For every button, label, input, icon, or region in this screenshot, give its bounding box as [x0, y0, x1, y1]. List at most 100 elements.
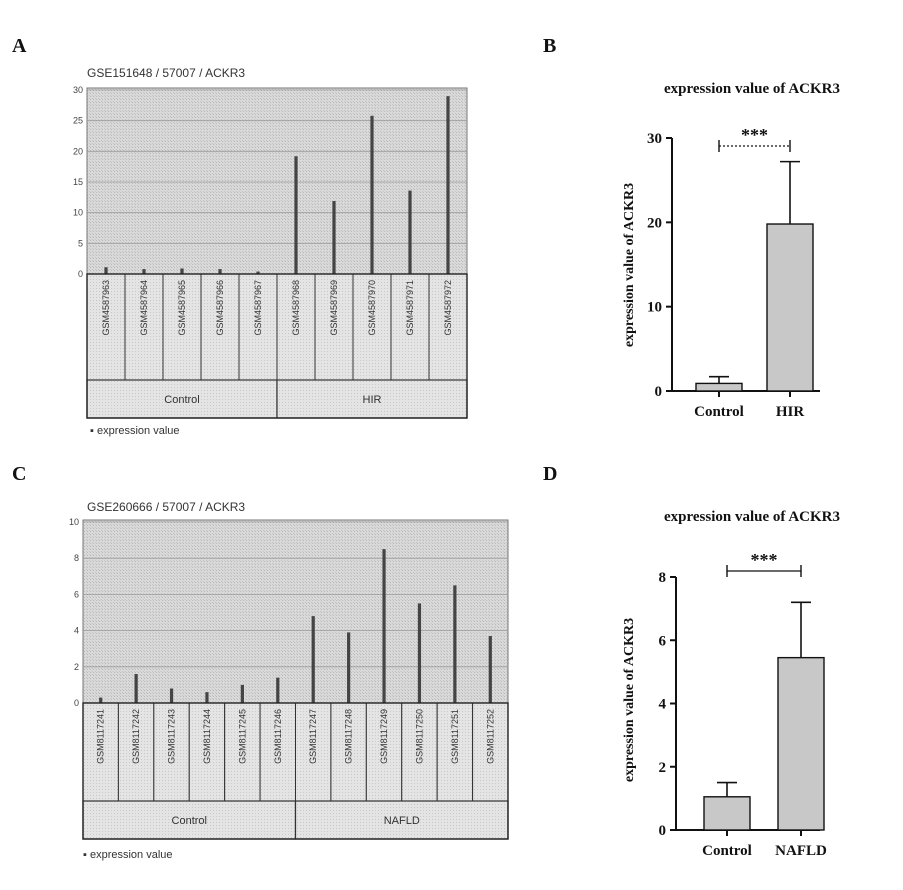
data-bar	[408, 190, 412, 274]
panel-d-bar-chart: expression value of ACKR3 expression val…	[622, 509, 840, 859]
sample-label: GSM8117243	[167, 709, 177, 764]
y-tick-label: 4	[659, 697, 667, 713]
sample-label: GSM8117248	[344, 709, 354, 764]
x-tick-label: NAFLD	[775, 843, 827, 859]
group-cell	[82, 800, 297, 840]
group-cell	[86, 379, 278, 419]
data-bar	[488, 636, 492, 703]
data-bar	[256, 271, 260, 274]
chart-title: expression value of ACKR3	[664, 81, 840, 97]
chart-title: GSE151648 / 57007 / ACKR3	[87, 66, 245, 80]
y-tick-label: 2	[659, 760, 667, 776]
sample-label: GSM4587972	[443, 280, 453, 336]
legend-marker: ▪	[90, 425, 97, 437]
sample-cell	[330, 702, 367, 802]
data-bar	[417, 603, 422, 703]
sample-label: GSM4587971	[405, 280, 415, 336]
data-bar	[453, 585, 457, 703]
data-bar	[240, 684, 244, 703]
y-tick-label: 30	[647, 131, 662, 147]
y-tick-label: 4	[74, 626, 79, 636]
y-tick-label: 8	[74, 553, 79, 563]
sample-cell	[86, 273, 126, 381]
sample-frame	[86, 273, 468, 419]
data-bar	[99, 697, 103, 703]
panel-b-bar-chart: expression value of ACKR3 expression val…	[622, 81, 840, 420]
legend-text: expression value	[97, 425, 180, 437]
panel-letter: D	[543, 463, 557, 485]
panel-letter: C	[12, 463, 26, 485]
legend-marker: ▪	[83, 849, 90, 861]
y-tick-label: 8	[659, 570, 667, 586]
data-bar	[382, 549, 386, 703]
sample-label: GSM8117241	[96, 709, 106, 764]
data-bar	[777, 656, 825, 831]
group-label: NAFLD	[384, 815, 420, 827]
sample-label: GSM4587964	[139, 280, 149, 336]
data-bar	[218, 269, 222, 274]
sample-label: GSM8117242	[131, 709, 141, 764]
group-cell	[276, 379, 468, 419]
significance-label: ***	[741, 125, 768, 145]
sample-cell	[276, 273, 316, 381]
group-label: Control	[164, 394, 199, 406]
y-tick-label: 10	[647, 300, 662, 316]
group-label: Control	[172, 815, 207, 827]
sample-cell	[428, 273, 468, 381]
y-tick-label: 30	[73, 85, 83, 95]
y-tick-label: 20	[73, 146, 83, 156]
y-tick-label: 15	[73, 177, 83, 187]
y-tick-label: 2	[74, 662, 79, 672]
y-tick-label: 20	[647, 215, 662, 231]
panel-letter: A	[12, 35, 27, 57]
sample-label: GSM4587968	[291, 280, 301, 336]
sample-cell	[117, 702, 155, 802]
data-bar	[695, 382, 743, 392]
data-bar	[104, 267, 108, 274]
sample-label: GSM8117247	[308, 709, 318, 764]
y-axis-label: expression value of ACKR3	[622, 618, 637, 782]
panel-a-geo-chart: GSE151648 / 57007 / ACKR3 0 5 10 15 20 25 30 G…	[73, 66, 468, 437]
legend-text: expression value	[90, 849, 173, 861]
y-tick-label: 0	[78, 269, 83, 279]
y-tick-label: 0	[659, 823, 667, 839]
sample-cell	[436, 702, 474, 802]
sample-label: GSM4587967	[253, 280, 263, 336]
sample-label: GSM8117252	[485, 709, 495, 764]
data-bar	[180, 268, 184, 274]
sample-cell	[259, 702, 297, 802]
panel-c-geo-chart: GSE260666 / 57007 / ACKR3 0 2 4 6 8 10 GSM811…	[69, 500, 509, 861]
sample-frame	[82, 702, 509, 840]
legend-label: ▪ expression value	[90, 425, 180, 437]
sample-label: GSM4587966	[215, 280, 225, 336]
x-tick-label: Control	[702, 843, 752, 859]
sample-cell	[314, 273, 354, 381]
plot-area	[82, 519, 509, 704]
data-bar	[370, 115, 374, 274]
sample-label: GSM8117245	[237, 709, 247, 764]
sample-label: GSM4587970	[367, 280, 377, 336]
y-tick-label: 5	[78, 238, 83, 248]
data-bar	[332, 201, 336, 274]
sample-label: GSM8117250	[414, 709, 424, 764]
y-tick-label: 10	[69, 517, 79, 527]
data-bar	[294, 156, 298, 274]
data-bar	[703, 796, 751, 831]
data-bar	[347, 632, 351, 703]
group-label: HIR	[363, 394, 382, 406]
y-tick-label: 6	[659, 633, 667, 649]
sample-label: GSM4587963	[101, 280, 111, 336]
y-tick-label: 0	[655, 384, 663, 400]
sample-label: GSM8117249	[379, 709, 389, 764]
panel-letter: B	[543, 35, 556, 57]
sample-label: GSM8117251	[450, 709, 460, 764]
data-bar	[276, 677, 280, 703]
data-bar	[205, 692, 209, 703]
y-tick-label: 6	[74, 589, 79, 599]
data-bar	[169, 688, 174, 703]
data-bar	[766, 223, 814, 392]
sample-label: GSM8117244	[202, 709, 212, 764]
x-tick-label: HIR	[776, 404, 805, 420]
data-bar	[311, 616, 315, 703]
y-axis-label: expression value of ACKR3	[622, 183, 637, 347]
